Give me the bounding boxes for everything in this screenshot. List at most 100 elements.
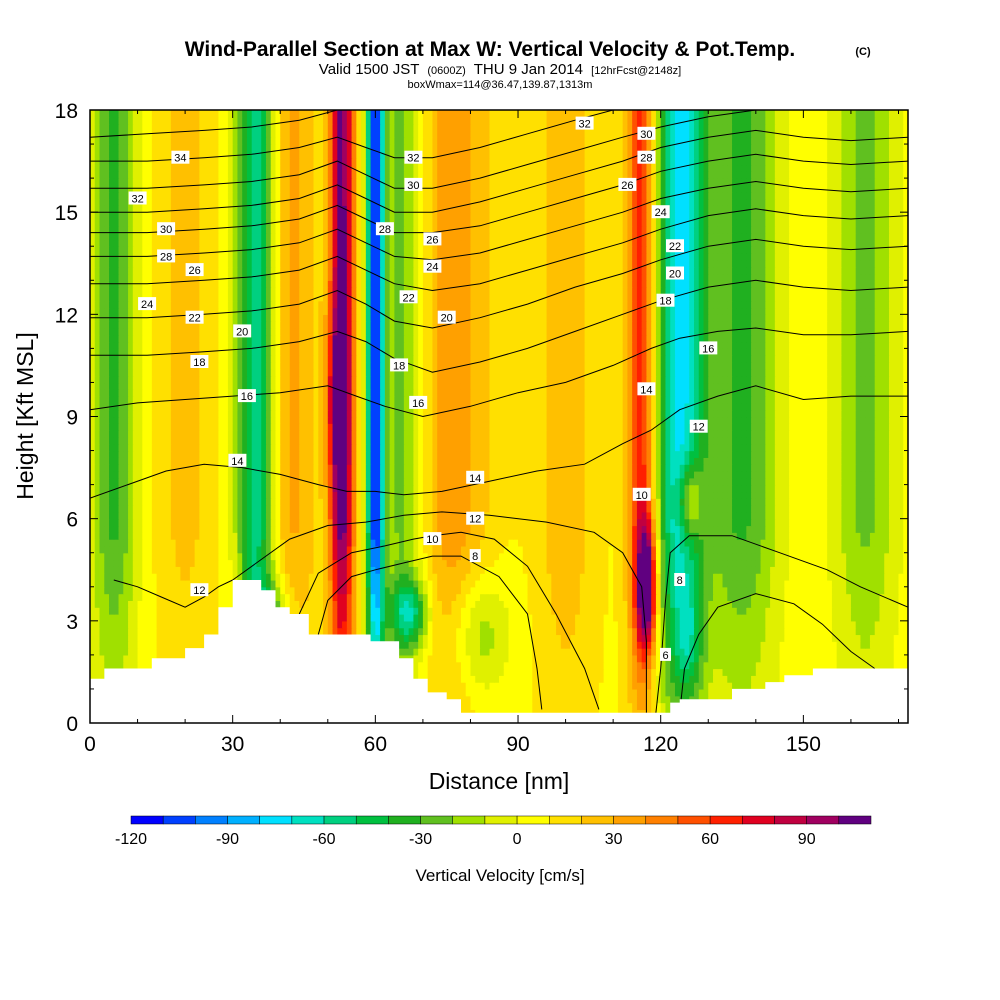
field-cell [874, 648, 881, 656]
field-cell [323, 627, 329, 636]
field-cell [460, 648, 467, 656]
field-cell [636, 627, 643, 636]
field-cell [793, 545, 800, 554]
field-cell [441, 607, 448, 615]
field-cell [551, 627, 557, 636]
field-cell [213, 552, 220, 561]
field-cell [679, 539, 686, 547]
field-cell [898, 627, 904, 636]
field-cell [632, 620, 638, 629]
field-cell [104, 648, 110, 656]
field-cell [551, 620, 557, 629]
field-cell [575, 559, 581, 567]
field-cell [251, 566, 258, 574]
field-cell [403, 607, 410, 615]
field-cell [670, 620, 676, 629]
field-cell [351, 614, 357, 622]
field-cell [636, 661, 643, 670]
field-cell [128, 525, 134, 533]
field-cell [727, 675, 733, 683]
field-cell [760, 607, 766, 615]
field-cell [869, 532, 876, 540]
box-wmax-info: boxWmax=114@36.47,139.87,1313m [408, 79, 593, 91]
field-cell [185, 545, 191, 554]
field-cell [541, 579, 548, 588]
field-cell [584, 579, 590, 588]
field-cell [903, 579, 908, 588]
field-cell [770, 573, 776, 581]
field-cell [713, 539, 719, 547]
field-cell [208, 586, 215, 595]
field-cell [822, 614, 828, 622]
field-cell [812, 614, 819, 622]
field-cell [318, 525, 324, 533]
field-cell [246, 525, 253, 533]
field-cell [289, 545, 296, 554]
field-cell [793, 579, 800, 588]
field-cell [518, 559, 524, 567]
field-cell [641, 682, 648, 690]
field-cell [265, 573, 272, 581]
field-cell [375, 627, 381, 636]
field-cell [622, 539, 629, 547]
field-cell [751, 620, 757, 629]
field-cell [142, 641, 148, 649]
field-cell [327, 600, 334, 608]
field-cell [494, 675, 500, 683]
field-cell [342, 607, 348, 615]
field-cell [584, 525, 590, 533]
field-cell [646, 525, 652, 533]
field-cell [684, 607, 690, 615]
field-cell [265, 539, 272, 547]
field-cell [494, 559, 500, 567]
field-cell [513, 586, 519, 595]
field-cell [751, 593, 757, 601]
field-cell [565, 566, 571, 574]
field-cell [841, 586, 847, 595]
field-cell [860, 566, 866, 574]
field-cell [674, 668, 681, 676]
field-cell [693, 600, 700, 608]
field-cell [613, 695, 619, 704]
field-cell [180, 600, 186, 608]
field-cell [499, 634, 505, 642]
field-cell [527, 545, 533, 554]
field-cell [532, 641, 538, 649]
field-cell [632, 695, 638, 704]
field-cell [161, 641, 167, 649]
field-cell [422, 607, 429, 615]
field-cell [803, 634, 809, 642]
field-cell [199, 532, 205, 540]
field-cell [137, 566, 143, 574]
field-cell [732, 600, 738, 608]
field-cell [479, 559, 486, 567]
field-cell [513, 579, 519, 588]
field-cell [475, 600, 481, 608]
field-cell [584, 552, 590, 561]
field-cell [575, 607, 581, 615]
field-cell [418, 627, 424, 636]
field-cell [770, 620, 776, 629]
field-cell [541, 552, 548, 561]
field-cell [284, 545, 291, 554]
field-cell [132, 545, 139, 554]
field-cell [518, 675, 524, 683]
field-cell [803, 545, 809, 554]
field-cell [850, 648, 857, 656]
field-cell [556, 586, 562, 595]
field-cell [213, 573, 220, 581]
field-cell [318, 600, 324, 608]
field-cell [636, 648, 643, 656]
field-cell [651, 682, 657, 690]
field-cell [361, 552, 367, 561]
field-cell [470, 539, 476, 547]
field-cell [893, 614, 900, 622]
field-cell [508, 661, 514, 670]
field-cell [399, 586, 405, 595]
field-cell [684, 600, 690, 608]
field-cell [613, 634, 619, 642]
field-cell [99, 559, 105, 567]
field-cell [598, 586, 605, 595]
field-cell [798, 627, 804, 636]
field-cell [109, 579, 115, 588]
